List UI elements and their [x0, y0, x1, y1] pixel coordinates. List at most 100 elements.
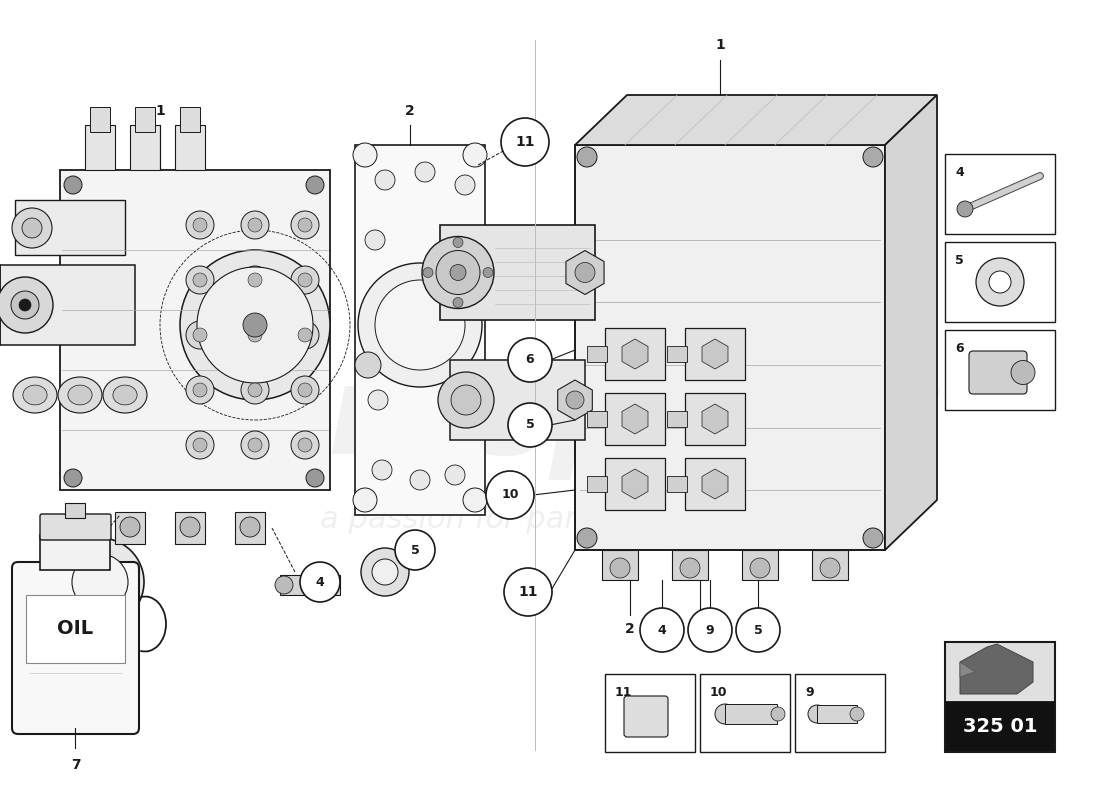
Circle shape	[453, 298, 463, 307]
Circle shape	[375, 170, 395, 190]
Text: 7: 7	[70, 758, 80, 772]
Text: 2: 2	[625, 622, 635, 636]
Bar	[135, 107, 155, 132]
Bar	[945, 642, 1055, 704]
Circle shape	[298, 328, 312, 342]
Bar	[175, 512, 205, 544]
Circle shape	[463, 488, 487, 512]
Bar	[605, 393, 665, 445]
Text: 5: 5	[526, 418, 535, 431]
Text: 11: 11	[615, 686, 632, 699]
Text: 4: 4	[658, 623, 667, 637]
Text: a passion for parts since 1985: a passion for parts since 1985	[319, 506, 781, 534]
Circle shape	[508, 403, 552, 447]
Circle shape	[486, 471, 534, 519]
Circle shape	[566, 391, 584, 409]
Circle shape	[180, 517, 200, 537]
Circle shape	[72, 554, 128, 610]
Circle shape	[241, 431, 270, 459]
Circle shape	[715, 704, 735, 724]
Bar	[116, 512, 145, 544]
Bar	[575, 145, 886, 550]
Bar	[667, 411, 688, 427]
Circle shape	[438, 372, 494, 428]
Circle shape	[192, 328, 207, 342]
FancyBboxPatch shape	[40, 514, 111, 540]
Circle shape	[365, 230, 385, 250]
Bar	[795, 674, 886, 752]
Circle shape	[243, 313, 267, 337]
Circle shape	[298, 273, 312, 287]
Bar	[685, 328, 745, 380]
Circle shape	[500, 118, 549, 166]
Bar	[26, 595, 125, 663]
Circle shape	[455, 175, 475, 195]
Circle shape	[372, 460, 392, 480]
Circle shape	[248, 383, 262, 397]
Circle shape	[56, 538, 144, 626]
Bar	[817, 705, 857, 723]
Circle shape	[436, 250, 480, 294]
Text: 10: 10	[710, 686, 727, 699]
Circle shape	[446, 465, 465, 485]
Circle shape	[850, 707, 864, 721]
Text: 6: 6	[955, 342, 964, 355]
Circle shape	[197, 267, 314, 383]
Circle shape	[192, 218, 207, 232]
Circle shape	[688, 608, 732, 652]
Text: 5: 5	[955, 254, 964, 267]
Circle shape	[415, 162, 434, 182]
Ellipse shape	[68, 385, 92, 405]
Circle shape	[306, 469, 324, 487]
Text: 10: 10	[502, 489, 519, 502]
Ellipse shape	[103, 377, 147, 413]
Circle shape	[864, 147, 883, 167]
Circle shape	[298, 218, 312, 232]
Circle shape	[424, 267, 433, 278]
Circle shape	[451, 385, 481, 415]
Circle shape	[450, 385, 470, 405]
FancyBboxPatch shape	[969, 351, 1027, 394]
Circle shape	[864, 528, 883, 548]
Circle shape	[248, 273, 262, 287]
Text: 9: 9	[805, 686, 814, 699]
Circle shape	[240, 517, 260, 537]
Circle shape	[192, 273, 207, 287]
Bar	[65, 503, 85, 518]
Text: 8: 8	[695, 635, 705, 649]
Bar	[685, 393, 745, 445]
Bar	[667, 476, 688, 492]
Text: eurospares: eurospares	[155, 359, 945, 481]
Text: 4: 4	[955, 166, 964, 179]
Polygon shape	[621, 404, 648, 434]
Bar	[587, 346, 607, 362]
Circle shape	[578, 528, 597, 548]
Bar	[605, 328, 665, 380]
Circle shape	[248, 328, 262, 342]
Circle shape	[575, 262, 595, 282]
Bar	[725, 704, 777, 724]
Bar	[15, 200, 125, 255]
Circle shape	[355, 352, 381, 378]
Circle shape	[22, 218, 42, 238]
Text: 1: 1	[715, 38, 725, 52]
Circle shape	[186, 266, 214, 294]
Circle shape	[989, 271, 1011, 293]
Circle shape	[450, 265, 466, 281]
Circle shape	[820, 558, 840, 578]
Bar	[667, 346, 688, 362]
Circle shape	[640, 608, 684, 652]
Circle shape	[186, 431, 214, 459]
Circle shape	[808, 705, 826, 723]
Polygon shape	[565, 250, 604, 294]
Polygon shape	[702, 339, 728, 369]
Polygon shape	[621, 469, 648, 499]
Circle shape	[410, 470, 430, 490]
Polygon shape	[60, 170, 330, 490]
Circle shape	[362, 300, 382, 320]
Bar	[945, 642, 1055, 752]
Bar	[450, 360, 585, 440]
Polygon shape	[886, 95, 937, 550]
Circle shape	[422, 237, 494, 309]
Circle shape	[275, 576, 293, 594]
